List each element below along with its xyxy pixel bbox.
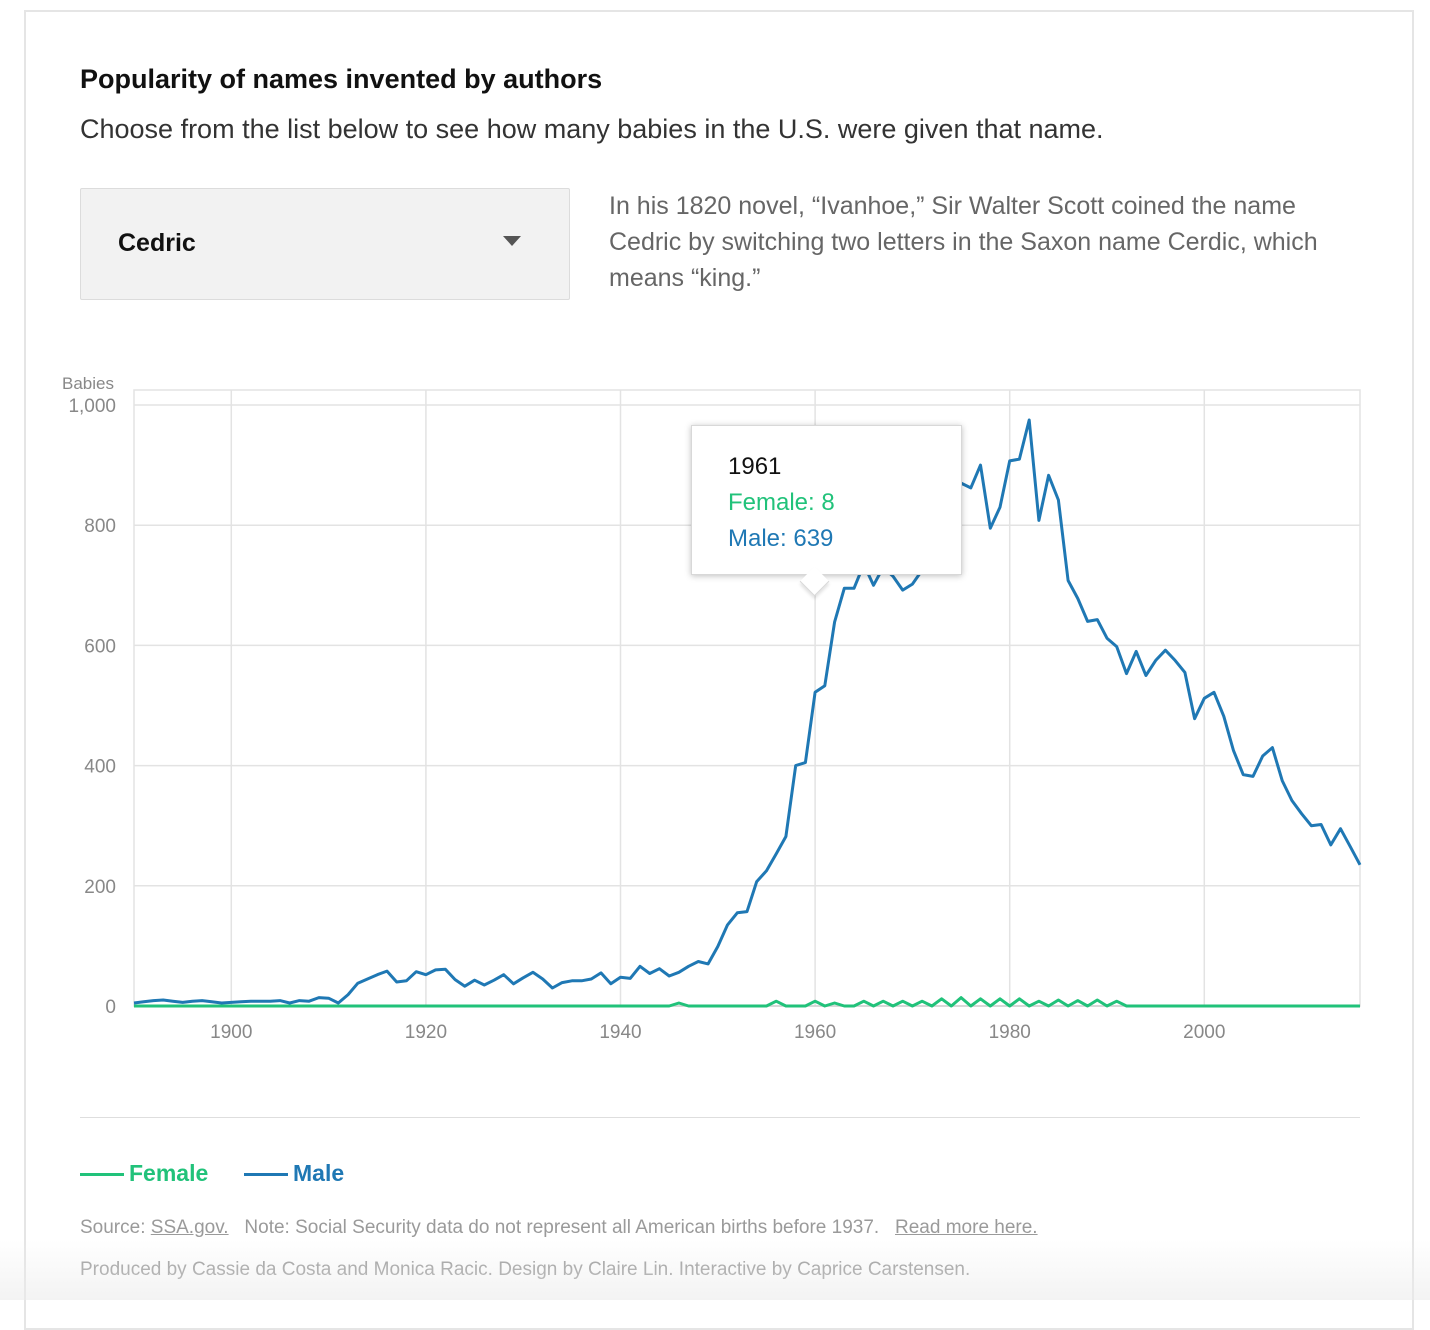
chevron-down-icon [503, 236, 521, 246]
y-tick-label: 800 [84, 516, 116, 537]
tooltip-female: Female: 8 [728, 489, 835, 517]
legend-swatch-female [80, 1173, 124, 1176]
legend-swatch-male [244, 1173, 288, 1176]
source-link[interactable]: SSA.gov. [150, 1217, 229, 1238]
source-note: Source: SSA.gov. Note: Social Security d… [80, 1217, 1038, 1239]
legend-label-male: Male [293, 1160, 345, 1186]
line-chart: 0 200 400 600 800 1,000 1900 1920 1940 1960 1980 20… [62, 374, 1362, 1043]
page-title: Popularity of names invented by authors [80, 64, 603, 94]
name-select-value: Cedric [118, 229, 196, 257]
credits: Produced by Cassie da Costa and Monica R… [80, 1259, 971, 1280]
x-tick-label: 1900 [210, 1022, 252, 1043]
tooltip-year: 1961 [728, 453, 782, 480]
x-tick-label: 1940 [599, 1022, 641, 1043]
y-tick-label: 1,000 [68, 396, 116, 417]
y-tick-label: 0 [105, 997, 116, 1018]
source-note-text: Note: Social Security data do not repres… [244, 1217, 880, 1238]
chart-series[interactable] [133, 418, 1362, 1008]
chart-ticks: 0 200 400 600 800 1,000 1900 1920 1940 1960 1980 20… [68, 396, 1225, 1043]
y-tick-label: 200 [84, 877, 116, 898]
tooltip-female-label: Female: [728, 489, 815, 516]
legend-label-female: Female [129, 1160, 209, 1186]
series-line-male[interactable] [133, 418, 1362, 1005]
name-description: In his 1820 novel, “Ivanhoe,” Sir Walter… [609, 192, 1318, 292]
tooltip-male-label: Male: [728, 525, 787, 552]
page-subtitle: Choose from the list below to see how ma… [80, 114, 1104, 144]
source-label: Source: [80, 1217, 146, 1238]
y-tick-label: 400 [84, 757, 116, 778]
series-line-female[interactable] [134, 996, 1360, 1008]
divider [80, 1117, 1360, 1118]
x-tick-label: 1920 [405, 1022, 447, 1043]
y-tick-label: 600 [84, 636, 116, 657]
tooltip-male-value: 639 [793, 525, 834, 552]
x-tick-label: 2000 [1183, 1022, 1225, 1043]
tooltip-male: Male: 639 [728, 525, 833, 553]
y-axis-label: Babies [62, 374, 114, 393]
read-more-link[interactable]: Read more here. [895, 1217, 1038, 1238]
chart-tooltip: 1961 Female: 8 Male: 639 [691, 425, 962, 597]
name-select[interactable]: Cedric [80, 188, 570, 300]
x-tick-label: 1980 [989, 1022, 1031, 1043]
tooltip-female-value: 8 [821, 489, 835, 516]
x-tick-label: 1960 [794, 1022, 836, 1043]
